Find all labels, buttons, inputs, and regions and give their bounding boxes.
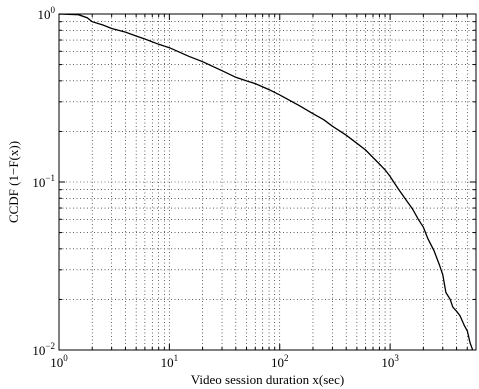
x-tick-label: 100 [50, 353, 68, 370]
x-tick-labels: 100 101 102 103 [50, 353, 399, 370]
y-tick-label: 100 [38, 5, 56, 22]
x-tick-label: 102 [271, 353, 289, 370]
x-tick-label: 101 [161, 353, 179, 370]
x-tick-label: 103 [381, 353, 399, 370]
series-line [58, 13, 474, 351]
y-axis-label: CCDF (1−F(x)) [6, 141, 21, 223]
y-tick-label: 10−2 [32, 341, 55, 358]
y-tick-label: 10−1 [32, 173, 55, 190]
grid-lines [59, 14, 476, 350]
x-axis-label: Video session duration x(sec) [191, 372, 344, 387]
y-tick-labels: 100 10−1 10−2 [32, 5, 55, 358]
